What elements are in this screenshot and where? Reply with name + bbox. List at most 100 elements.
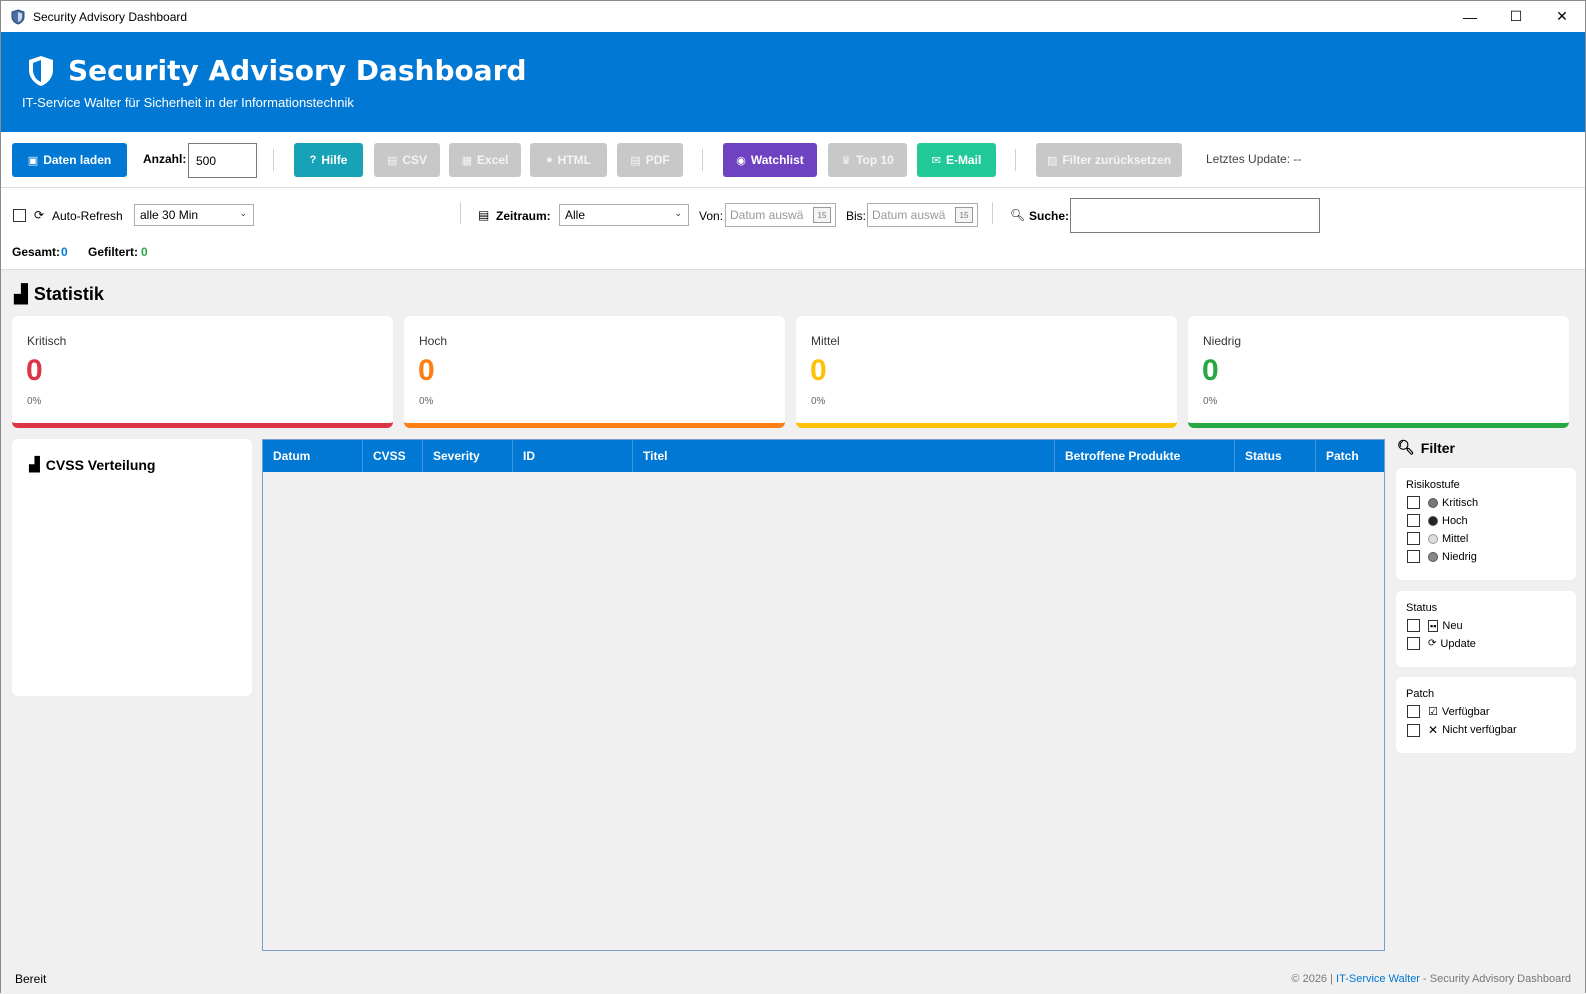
risk-option-low[interactable]: Niedrig bbox=[1407, 550, 1477, 563]
filtered-count: 0 bbox=[141, 245, 148, 259]
risk-option-critical[interactable]: Kritisch bbox=[1407, 496, 1478, 509]
company-link[interactable]: IT-Service Walter bbox=[1336, 973, 1420, 985]
to-date-placeholder: Datum auswä bbox=[872, 208, 946, 222]
stat-card-critical: Kritisch 0 0% bbox=[12, 316, 393, 428]
status-text: Bereit bbox=[15, 972, 47, 986]
check-box-icon: ☑ bbox=[1428, 706, 1438, 718]
refresh-icon: ⟳ bbox=[34, 208, 45, 222]
status-option-new[interactable]: ▪▪ Neu bbox=[1407, 619, 1463, 632]
csv-label: CSV bbox=[402, 153, 428, 167]
calendar-icon: ▤ bbox=[478, 208, 490, 222]
refresh-interval-select[interactable]: alle 30 Min ⌄ bbox=[134, 204, 254, 226]
checkbox[interactable] bbox=[1407, 723, 1420, 737]
statistics-title: Statistik bbox=[33, 284, 104, 304]
cross-icon: ✕ bbox=[1428, 723, 1439, 737]
calendar-icon[interactable]: 15 bbox=[955, 207, 973, 223]
stat-percent: 0% bbox=[1203, 396, 1218, 407]
pdf-export-button[interactable]: ▤ PDF bbox=[617, 143, 683, 177]
count-input[interactable]: 500 bbox=[188, 143, 257, 178]
stat-label: Hoch bbox=[419, 334, 448, 348]
watchlist-button[interactable]: ◉ Watchlist bbox=[723, 143, 817, 177]
risk-option-high[interactable]: Hoch bbox=[1407, 514, 1468, 527]
column-header-cvss[interactable]: CVSS bbox=[363, 440, 423, 472]
new-icon: ▪▪ bbox=[1428, 619, 1439, 632]
patch-option-unavailable[interactable]: ✕ Nicht verfügbar bbox=[1407, 723, 1517, 737]
maximize-button[interactable]: ☐ bbox=[1509, 8, 1523, 24]
option-label: Hoch bbox=[1442, 514, 1468, 527]
filtered-label: Gefiltert: bbox=[88, 245, 139, 259]
help-button[interactable]: ? Hilfe bbox=[294, 143, 363, 177]
excel-label: Excel bbox=[477, 153, 509, 167]
search-label: Suche: bbox=[1029, 209, 1070, 223]
stat-card-medium: Mittel 0 0% bbox=[796, 316, 1177, 428]
spreadsheet-icon: ▦ bbox=[461, 154, 473, 167]
globe-icon: ● bbox=[546, 154, 553, 166]
top10-button[interactable]: ♛ Top 10 bbox=[828, 143, 907, 177]
stat-value: 0 bbox=[810, 354, 827, 387]
minimize-button[interactable]: — bbox=[1463, 8, 1477, 25]
window-title: Security Advisory Dashboard bbox=[33, 9, 188, 24]
column-header-date[interactable]: Datum bbox=[263, 440, 363, 472]
period-select[interactable]: Alle ⌄ bbox=[559, 204, 689, 226]
close-button[interactable]: ✕ bbox=[1556, 8, 1568, 24]
stat-value: 0 bbox=[418, 354, 435, 387]
refresh-icon: ⟳ bbox=[1428, 638, 1437, 649]
toolbar: ▣ Daten laden Anzahl: 500 ? Hilfe ▤ CSV … bbox=[1, 132, 1585, 188]
chevron-down-icon: ⌄ bbox=[674, 208, 682, 218]
checkbox[interactable] bbox=[1407, 619, 1420, 632]
shield-app-icon bbox=[11, 8, 25, 25]
bar-chart-icon: ▟ bbox=[29, 456, 40, 472]
checkbox[interactable] bbox=[1407, 705, 1420, 718]
html-export-button[interactable]: ● HTML bbox=[530, 143, 607, 177]
cvss-distribution-panel: ▟ CVSS Verteilung bbox=[12, 439, 252, 696]
app-header: Security Advisory Dashboard IT-Service W… bbox=[1, 32, 1585, 132]
last-update-text: Letztes Update: -- bbox=[1206, 152, 1302, 166]
load-data-button[interactable]: ▣ Daten laden bbox=[12, 143, 127, 177]
column-header-patch[interactable]: Patch bbox=[1326, 449, 1359, 463]
total-count: 0 bbox=[61, 245, 68, 259]
risk-option-medium[interactable]: Mittel bbox=[1407, 532, 1468, 545]
period-value: Alle bbox=[565, 208, 586, 222]
checkbox[interactable] bbox=[1407, 550, 1420, 563]
checkbox[interactable] bbox=[1407, 637, 1420, 650]
help-label: Hilfe bbox=[321, 153, 348, 167]
period-label: Zeitraum: bbox=[496, 209, 551, 223]
option-label: Kritisch bbox=[1442, 496, 1479, 509]
count-label: Anzahl: bbox=[143, 152, 187, 166]
column-header-products[interactable]: Betroffene Produkte bbox=[1055, 440, 1235, 472]
status-option-update[interactable]: ⟳ Update bbox=[1407, 637, 1476, 650]
stat-percent: 0% bbox=[27, 396, 42, 407]
checkbox[interactable] bbox=[1407, 514, 1420, 527]
column-header-title[interactable]: Titel bbox=[633, 440, 1055, 472]
stat-percent: 0% bbox=[811, 396, 826, 407]
checkbox[interactable] bbox=[1407, 532, 1420, 545]
column-header-id[interactable]: ID bbox=[513, 440, 633, 472]
excel-export-button[interactable]: ▦ Excel bbox=[449, 143, 521, 177]
option-label: Neu bbox=[1442, 619, 1463, 632]
column-header-severity[interactable]: Severity bbox=[423, 440, 513, 472]
risk-group-title: Risikostufe bbox=[1406, 479, 1460, 491]
filter-heading: 🔍︎ Filter bbox=[1397, 439, 1455, 456]
from-date-placeholder: Datum auswä bbox=[730, 208, 804, 222]
from-date-picker[interactable]: Datum auswä 15 bbox=[725, 203, 836, 227]
stat-label: Mittel bbox=[811, 334, 840, 348]
advisory-table[interactable]: Datum CVSS Severity ID Titel Betroffene … bbox=[262, 439, 1385, 951]
email-button[interactable]: ✉ E-Mail bbox=[917, 143, 996, 177]
checkbox[interactable] bbox=[1407, 496, 1420, 509]
csv-export-button[interactable]: ▤ CSV bbox=[374, 143, 440, 177]
to-date-picker[interactable]: Datum auswä 15 bbox=[867, 203, 978, 227]
circle-icon bbox=[1428, 533, 1438, 544]
table-header: Datum CVSS Severity ID Titel Betroffene … bbox=[263, 440, 1384, 472]
column-header-status[interactable]: Status bbox=[1235, 440, 1316, 472]
search-input[interactable] bbox=[1070, 198, 1320, 233]
statistics-heading: ▟ Statistik bbox=[14, 284, 104, 305]
option-label: Verfügbar bbox=[1441, 705, 1490, 718]
file-icon: ▤ bbox=[386, 154, 398, 167]
patch-option-available[interactable]: ☑ Verfügbar bbox=[1407, 705, 1490, 718]
calendar-icon[interactable]: 15 bbox=[813, 207, 831, 223]
reset-icon: ▧ bbox=[1046, 154, 1058, 167]
reset-filter-button[interactable]: ▧ Filter zurücksetzen bbox=[1036, 143, 1182, 177]
patch-group-title: Patch bbox=[1406, 688, 1435, 700]
autorefresh-checkbox[interactable] bbox=[13, 209, 26, 222]
